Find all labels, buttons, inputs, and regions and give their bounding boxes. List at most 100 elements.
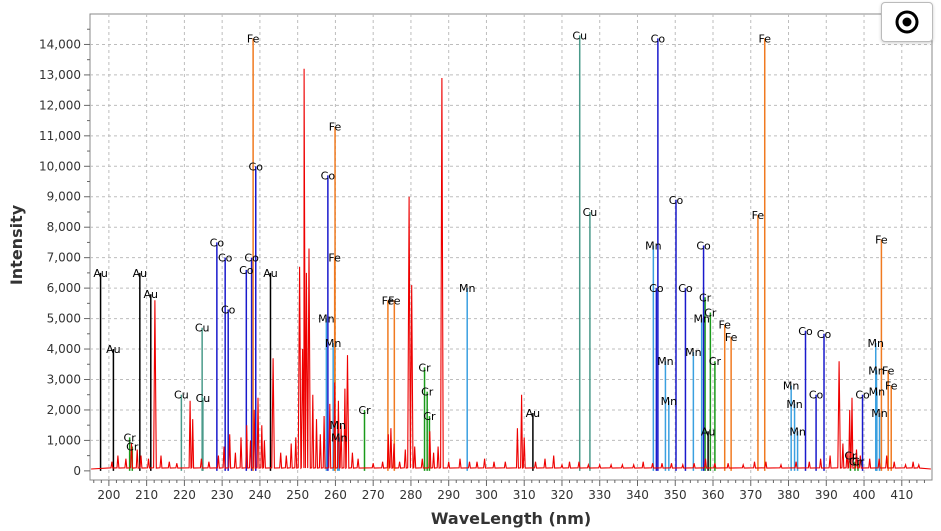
spectral-line-label: Cu <box>583 206 598 219</box>
spectral-line-label: Fe <box>875 233 888 246</box>
spectral-line-label: Fe <box>752 209 765 222</box>
spectral-line-label: Mn <box>331 431 347 444</box>
spectral-line-label: Mn <box>786 398 802 411</box>
x-tick-label: 260 <box>324 488 347 502</box>
spectral-line-label: Co <box>678 282 693 295</box>
spectral-line-label: Cr <box>358 404 371 417</box>
y-tick-label: 1,000 <box>47 433 81 447</box>
spectral-line-labels: AuAuCrCrAuAuCuCuCuCoCoCoCoCoFeCoAuCoFeFe… <box>93 29 897 468</box>
spectral-line-label: Fe <box>758 32 771 45</box>
spectral-line-label: Co <box>221 303 236 316</box>
x-tick-label: 200 <box>97 488 120 502</box>
x-tick-label: 310 <box>513 488 536 502</box>
axis-ticks: 200 210 220 230 240 250 260 270 280 290 300 310 320 3… <box>39 28 925 502</box>
spectral-line-label: Au <box>106 343 121 356</box>
spectral-line-label: Cr <box>704 306 717 319</box>
spectral-line-label: Co <box>239 264 254 277</box>
spectral-line-label: Co <box>696 239 711 252</box>
y-axis-label: Intensity <box>7 204 26 285</box>
y-tick-label: 12,000 <box>39 98 81 112</box>
y-tick-label: 11,000 <box>39 129 81 143</box>
spectral-line-label: Mn <box>868 337 884 350</box>
spectral-line-label: Co <box>669 194 684 207</box>
x-tick-label: 320 <box>551 488 574 502</box>
y-tick-label: 7,000 <box>47 251 81 265</box>
x-tick-label: 210 <box>135 488 158 502</box>
y-tick-label: 10,000 <box>39 159 81 173</box>
x-tick-label: 300 <box>475 488 498 502</box>
x-tick-label: 390 <box>815 488 838 502</box>
spectral-line-label: Cu <box>174 389 189 402</box>
y-tick-label: 6,000 <box>47 281 81 295</box>
spectral-line-label: Co <box>798 325 813 338</box>
spectral-line-label: Mn <box>783 380 799 393</box>
spectral-line-label: Co <box>855 389 870 402</box>
spectrum-series <box>91 68 931 470</box>
spectral-line-label: Cu <box>572 29 587 42</box>
y-tick-label: 13,000 <box>39 68 81 82</box>
y-tick-label: 4,000 <box>47 342 81 356</box>
spectral-line-label: Mn <box>661 395 677 408</box>
x-tick-label: 250 <box>286 488 309 502</box>
spectral-line-label: Fe <box>885 380 898 393</box>
x-tick-label: 270 <box>362 488 385 502</box>
spectral-line-label: Mn <box>871 407 887 420</box>
spectral-line-label: Co <box>210 236 225 249</box>
spectral-line-label: Au <box>526 407 541 420</box>
spectral-line-label: Fe <box>718 319 731 332</box>
spectral-line-label: Mn <box>693 313 709 326</box>
spectral-line-label: Co <box>218 252 233 265</box>
spectral-line-label: Cr <box>844 450 857 463</box>
spectral-line-label: Au <box>263 267 278 280</box>
spectral-line-label: Co <box>649 282 664 295</box>
x-tick-label: 220 <box>173 488 196 502</box>
spectral-line-label: Au <box>701 425 716 438</box>
spectral-line-label: Cr <box>709 355 722 368</box>
target-icon <box>895 10 919 34</box>
spectral-line-label: Cu <box>195 322 210 335</box>
y-tick-label: 3,000 <box>47 372 81 386</box>
spectral-line-label: Cr <box>126 440 139 453</box>
x-tick-label: 410 <box>890 488 913 502</box>
spectral-line-label: Cr <box>124 431 137 444</box>
y-tick-label: 0 <box>73 464 81 478</box>
x-tick-label: 290 <box>437 488 460 502</box>
spectral-line-label: Mn <box>789 425 805 438</box>
spectral-line-label: Fe <box>388 294 401 307</box>
y-tick-label: 5,000 <box>47 312 81 326</box>
x-axis-label: WaveLength (nm) <box>431 509 591 528</box>
spectral-line-label: Cr <box>421 386 434 399</box>
x-tick-label: 280 <box>399 488 422 502</box>
y-tick-label: 9,000 <box>47 190 81 204</box>
spectral-line-label: Cr <box>699 291 712 304</box>
x-tick-label: 340 <box>626 488 649 502</box>
spectral-line-label: Co <box>651 32 666 45</box>
spectral-line-label: Co <box>244 252 259 265</box>
spectral-line-label: Cr <box>852 456 865 469</box>
spectral-line-label: Mn <box>868 364 884 377</box>
y-tick-label: 2,000 <box>47 403 81 417</box>
x-tick-label: 350 <box>664 488 687 502</box>
spectral-line-label: Fe <box>382 294 395 307</box>
spectral-line-label: Au <box>133 267 148 280</box>
spectral-line-label: Co <box>809 389 824 402</box>
spectral-line-label: Cr <box>418 361 431 374</box>
spectral-line-label: Cr <box>849 456 862 469</box>
spectral-line-label: Mn <box>325 337 341 350</box>
spectral-line-label: Au <box>144 288 159 301</box>
target-button[interactable] <box>881 2 933 42</box>
spectral-line-label: Fe <box>882 364 895 377</box>
y-tick-label: 8,000 <box>47 220 81 234</box>
spectral-line-label: Fe <box>247 32 260 45</box>
spectral-line-label: Mn <box>459 282 475 295</box>
spectral-lines <box>99 35 892 471</box>
x-tick-label: 380 <box>777 488 800 502</box>
spectral-line-label: Cr <box>423 410 436 423</box>
spectral-line-label: Mn <box>645 239 661 252</box>
spectral-line-label: Co <box>817 328 832 341</box>
x-tick-label: 230 <box>211 488 234 502</box>
x-tick-label: 360 <box>702 488 725 502</box>
spectral-line-label: Co <box>321 169 336 182</box>
spectral-line-label: Fe <box>725 331 738 344</box>
